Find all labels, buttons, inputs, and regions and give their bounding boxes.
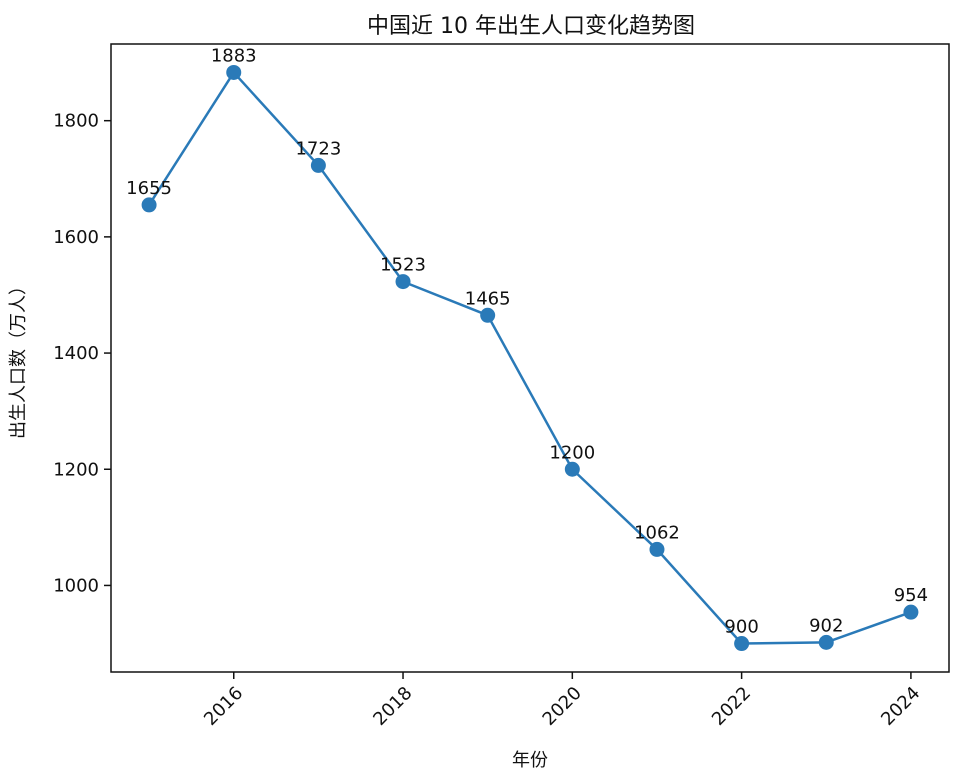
y-tick-label: 1000	[53, 575, 99, 596]
data-point	[226, 64, 242, 80]
data-points	[141, 64, 919, 652]
y-axis-label: 出生人口数（万人）	[8, 277, 29, 439]
data-label: 1465	[465, 288, 511, 309]
y-tick-label: 1600	[53, 227, 99, 248]
data-labels: 1655 1883 1723 1523 1465 1200 1062 900 902 954	[126, 45, 928, 637]
data-point	[395, 274, 411, 290]
y-tick-label: 1800	[53, 111, 99, 132]
data-label: 1062	[634, 522, 680, 543]
data-label: 1200	[549, 442, 595, 463]
data-label: 954	[894, 585, 928, 606]
series-line	[148, 70, 912, 645]
data-point	[310, 157, 326, 173]
x-tick-label: 2024	[877, 683, 924, 730]
x-tick-label: 2020	[539, 683, 586, 730]
data-label: 902	[809, 615, 843, 636]
data-label: 900	[724, 617, 758, 638]
data-label: 1883	[211, 45, 257, 66]
data-point	[903, 604, 919, 620]
data-point	[734, 636, 750, 652]
x-axis: 2016 2018 2020 2022 2024	[200, 672, 924, 730]
plot-area	[110, 43, 950, 673]
x-axis-label: 年份	[512, 750, 548, 771]
data-point	[564, 461, 580, 477]
data-point	[818, 634, 834, 650]
x-tick-label: 2022	[708, 683, 755, 730]
data-point	[141, 197, 157, 213]
y-tick-label: 1200	[53, 459, 99, 480]
chart-title: 中国近 10 年出生人口变化趋势图	[367, 14, 695, 39]
data-point	[649, 541, 665, 557]
y-tick-label: 1400	[53, 343, 99, 364]
data-label: 1723	[295, 138, 341, 159]
x-tick-label: 2018	[369, 683, 416, 730]
y-axis: 1000 1200 1400 1600 1800	[53, 111, 111, 596]
data-label: 1523	[380, 255, 426, 276]
data-label: 1655	[126, 178, 172, 199]
x-tick-label: 2016	[200, 683, 247, 730]
data-point	[480, 307, 496, 323]
